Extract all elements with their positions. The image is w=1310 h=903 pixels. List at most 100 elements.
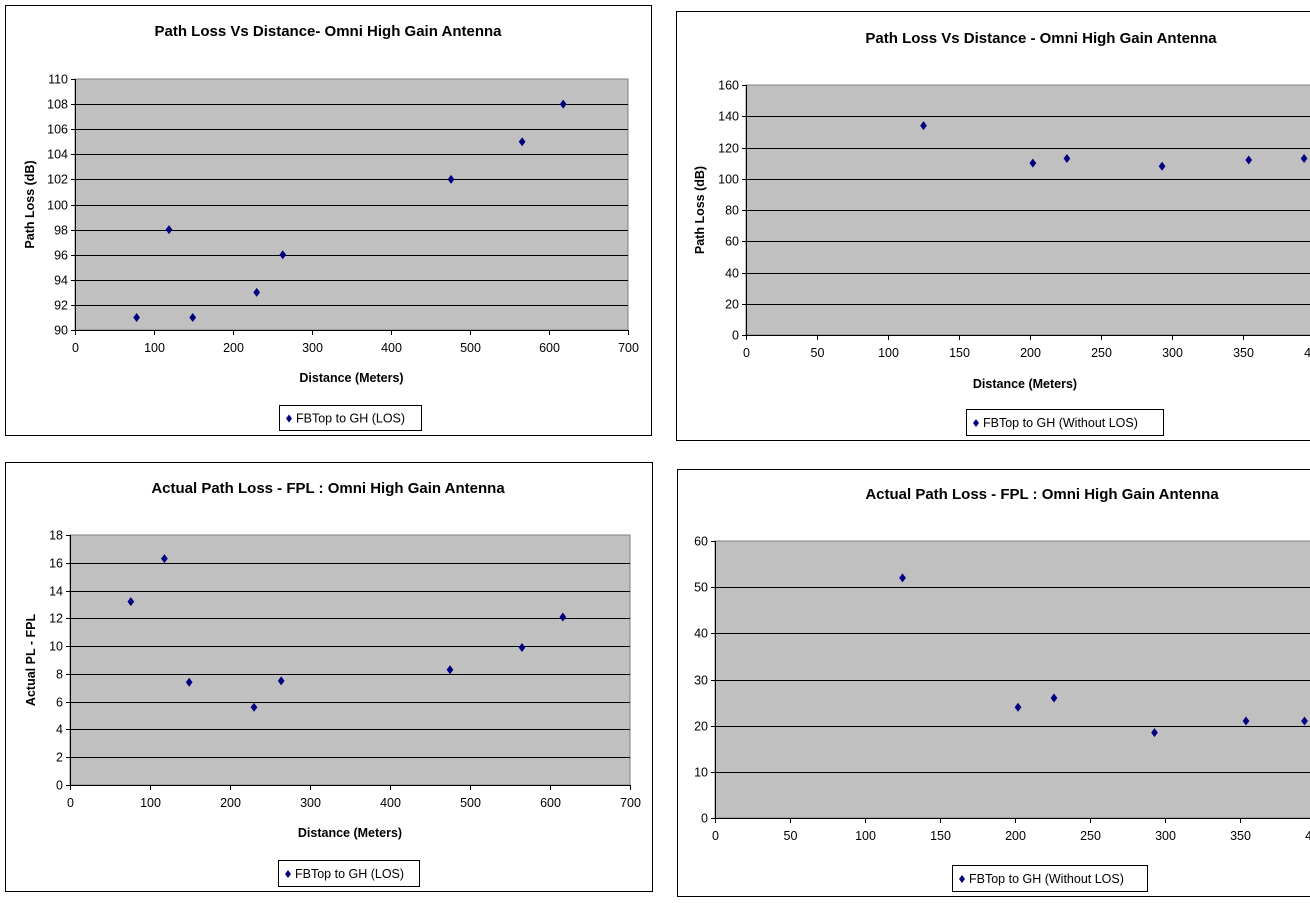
data-point (277, 676, 285, 686)
x-tick-label: 50 (784, 829, 798, 843)
data-point (1029, 158, 1037, 168)
x-tick-label: 200 (1020, 346, 1041, 360)
data-point (279, 250, 287, 260)
y-tick-label: 6 (56, 696, 63, 710)
x-tick-label: 300 (302, 341, 323, 355)
x-tick-label: 200 (223, 341, 244, 355)
x-tick-label: 100 (140, 796, 161, 810)
x-tick-label: 300 (1162, 346, 1183, 360)
legend-marker-icon (286, 414, 292, 423)
y-tick-label: 160 (718, 79, 739, 93)
x-tick-label: 400 (1305, 829, 1310, 843)
x-tick-label: 700 (620, 796, 641, 810)
x-tick-label: 0 (72, 341, 79, 355)
y-axis-title: Actual PL - FPL (24, 614, 38, 707)
legend: FBTop to GH (Without LOS) (952, 865, 1148, 892)
y-tick-label: 60 (725, 235, 739, 249)
y-tick-label: 4 (56, 723, 63, 737)
y-tick-label: 92 (54, 299, 68, 313)
y-tick-label: 100 (718, 173, 739, 187)
y-tick-label: 98 (54, 224, 68, 238)
chart-2: 0 20 40 60 80 100 120 140 160 0 50 100 150 200 250 300 3… (676, 11, 1310, 441)
data-point (446, 665, 454, 675)
y-tick-label: 106 (47, 123, 68, 137)
legend-label: FBTop to GH (LOS) (295, 867, 404, 881)
y-tick-label: 110 (48, 73, 68, 87)
data-point (559, 612, 567, 622)
data-point (161, 554, 168, 564)
data-point (127, 597, 135, 607)
data-point (185, 677, 193, 687)
x-tick-label: 350 (1230, 829, 1251, 843)
data-point (1050, 693, 1058, 703)
data-point (518, 643, 526, 652)
y-tick-label: 104 (47, 148, 68, 162)
y-tick-label: 50 (694, 581, 708, 595)
x-tick-label: 100 (144, 341, 165, 355)
legend-label: FBTop to GH (Without LOS) (969, 872, 1124, 886)
x-axis-title: Distance (Meters) (973, 377, 1077, 391)
y-tick-label: 30 (694, 674, 708, 688)
y-tick-label: 20 (725, 298, 739, 312)
chart-title: Actual Path Loss - FPL : Omni High Gain … (865, 486, 1219, 503)
x-tick-label: 500 (460, 796, 481, 810)
x-tick-label: 150 (949, 346, 970, 360)
chart-title: Path Loss Vs Distance- Omni High Gain An… (155, 23, 503, 40)
y-tick-label: 18 (49, 529, 63, 543)
legend-marker-icon (959, 875, 965, 883)
x-tick-label: 250 (1091, 346, 1112, 360)
legend: FBTop to GH (LOS) (279, 405, 422, 431)
data-point (1242, 716, 1250, 726)
x-tick-label: 300 (1155, 829, 1176, 843)
x-tick-label: 0 (67, 796, 74, 810)
data-point (1151, 728, 1158, 738)
x-tick-label: 0 (743, 346, 750, 360)
x-tick-label: 400 (381, 341, 402, 355)
y-tick-label: 108 (47, 98, 68, 112)
legend-label: FBTop to GH (LOS) (296, 412, 405, 426)
x-tick-label: 200 (220, 796, 241, 810)
chart-title: Path Loss Vs Distance - Omni High Gain A… (865, 30, 1217, 47)
x-tick-label: 400 (380, 796, 401, 810)
x-tick-label: 200 (1005, 829, 1026, 843)
y-tick-label: 40 (725, 267, 739, 281)
data-point (189, 312, 197, 322)
data-point (250, 702, 258, 712)
plot-area (714, 540, 1310, 819)
chart-4: 0 10 20 30 40 50 60 0 50 100 150 200 250 300 350 400 Act… (677, 469, 1310, 897)
y-tick-label: 90 (54, 324, 68, 338)
y-tick-label: 102 (47, 173, 68, 187)
y-tick-label: 10 (694, 766, 708, 780)
data-point (1063, 153, 1071, 163)
chart-title: Actual Path Loss - FPL : Omni High Gain … (151, 480, 505, 497)
legend-label: FBTop to GH (Without LOS) (983, 416, 1138, 430)
y-tick-label: 20 (694, 720, 708, 734)
y-tick-label: 16 (49, 557, 63, 571)
y-tick-label: 60 (694, 535, 708, 549)
y-tick-label: 94 (54, 274, 68, 288)
data-point (1245, 155, 1253, 165)
y-tick-label: 2 (56, 751, 63, 765)
x-tick-label: 150 (930, 829, 951, 843)
data-point (133, 312, 140, 322)
y-axis-title: Path Loss (dB) (23, 160, 37, 248)
data-point (1301, 716, 1308, 726)
y-tick-label: 12 (49, 612, 63, 626)
data-point (165, 225, 173, 235)
x-tick-label: 600 (539, 341, 560, 355)
data-point (447, 174, 455, 184)
x-tick-label: 50 (811, 346, 825, 360)
x-tick-label: 600 (540, 796, 561, 810)
x-tick-label: 100 (878, 346, 899, 360)
y-tick-label: 40 (694, 627, 708, 641)
x-tick-label: 700 (618, 341, 639, 355)
chart-3: 0 2 4 6 8 10 12 14 16 18 0 100 200 300 400 500 600 700 Act… (5, 462, 653, 892)
legend-marker-icon (973, 419, 979, 427)
y-tick-label: 0 (56, 779, 63, 793)
y-tick-label: 0 (701, 812, 708, 826)
y-tick-label: 0 (732, 329, 739, 343)
data-point (1300, 153, 1308, 163)
y-tick-label: 8 (56, 668, 63, 682)
data-point (253, 287, 261, 297)
